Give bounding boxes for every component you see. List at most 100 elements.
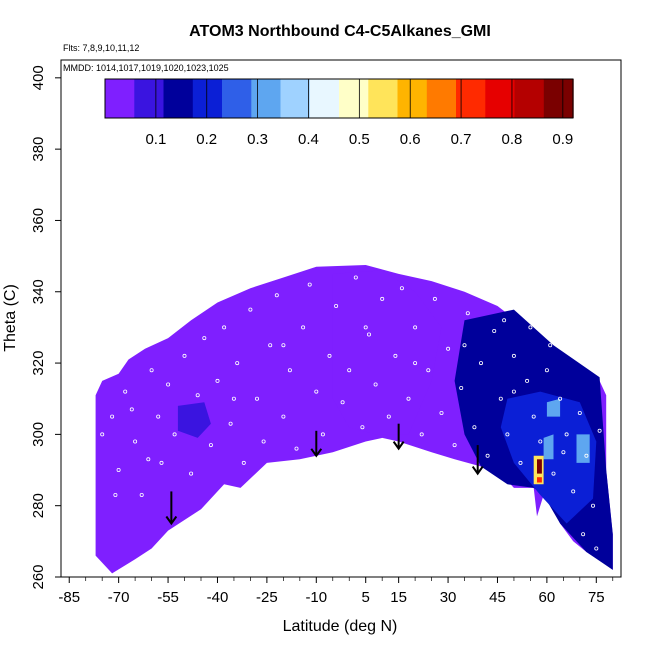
sample-point (347, 368, 352, 373)
sample-point (478, 361, 483, 366)
x-tick-label: 15 (390, 589, 407, 606)
sample-point (594, 546, 599, 551)
colorbar-tick-label: 0.1 (145, 131, 166, 148)
sample-point (584, 453, 589, 458)
sample-point (274, 293, 279, 298)
sample-point (518, 460, 523, 465)
sample-point (363, 325, 368, 330)
sample-point (139, 492, 144, 497)
sample-point (571, 489, 576, 494)
sample-point (399, 286, 404, 291)
colorbar-swatch (368, 79, 399, 118)
colorbar-tick-label: 0.4 (298, 131, 319, 148)
colorbar-swatch (456, 79, 486, 118)
x-tick-label: -85 (58, 589, 80, 606)
heatmap-region-south-patch (177, 402, 211, 438)
sample-point (261, 439, 266, 444)
sample-point (208, 443, 213, 448)
sample-point (462, 343, 467, 348)
colorbar-swatch (134, 79, 165, 118)
x-tick-label: 45 (489, 589, 506, 606)
sample-point (492, 328, 497, 333)
heatmap-field (95, 265, 613, 574)
sample-point (525, 378, 530, 383)
flight-arrows (165, 423, 484, 526)
sample-point (231, 396, 236, 401)
sample-point (531, 414, 536, 419)
colorbar: 0.1 0.2 0.3 0.4 0.5 0.6 0.7 0.8 0.9 (104, 78, 574, 148)
sample-point (511, 389, 516, 394)
y-tick-label: 300 (30, 422, 47, 447)
sample-point (459, 385, 464, 390)
sample-point (133, 439, 138, 444)
colorbar-swatch (514, 79, 545, 118)
y-tick-label: 280 (30, 493, 47, 518)
chart-title: ATOM3 Northbound C4-C5Alkanes_GMI (189, 23, 491, 40)
sample-points (100, 275, 602, 551)
sample-point (235, 361, 240, 366)
y-tick-label: 400 (30, 65, 47, 90)
sample-point (380, 296, 385, 301)
y-tick-label: 260 (30, 564, 47, 589)
flight-arrow (165, 491, 178, 526)
sample-point (419, 432, 424, 437)
colorbar-tick-label: 0.9 (552, 131, 573, 148)
sample-point (465, 311, 470, 316)
flight-arrow (310, 430, 323, 458)
colorbar-swatch (397, 79, 428, 118)
x-axis: -85 -70 -55 -40 -25 -10 5 15 30 45 60 75 (58, 577, 614, 606)
y-axis-label: Theta (C) (2, 284, 19, 352)
sample-point (215, 378, 220, 383)
sample-point (511, 353, 516, 358)
colorbar-swatch (280, 79, 311, 118)
plot-frame (60, 59, 622, 578)
sample-point (146, 457, 151, 462)
sample-point (591, 503, 596, 508)
colorbar-swatch (163, 79, 194, 118)
sample-point (340, 400, 345, 405)
x-tick-label: 30 (440, 589, 457, 606)
sample-point (544, 368, 549, 373)
sample-point (581, 532, 586, 537)
sample-point (281, 414, 286, 419)
colorbar-swatch (339, 79, 369, 118)
x-tick-label: -70 (108, 589, 130, 606)
x-tick-label: -10 (305, 589, 327, 606)
x-tick-label: 75 (588, 589, 605, 606)
x-tick-label: -40 (207, 589, 229, 606)
colorbar-tick-label: 0.8 (502, 131, 523, 148)
y-tick-label: 320 (30, 351, 47, 376)
sample-point (123, 389, 128, 394)
flight-arrow (471, 445, 484, 476)
sample-point (472, 425, 477, 430)
sample-point (156, 414, 161, 419)
sample-point (413, 325, 418, 330)
sample-point (485, 453, 490, 458)
sample-point (393, 353, 398, 358)
sample-point (439, 410, 444, 415)
sample-point (100, 432, 105, 437)
sample-point (320, 432, 325, 437)
colorbar-tick-label: 0.6 (400, 131, 421, 148)
sample-point (202, 336, 207, 341)
sample-point (413, 361, 418, 366)
colorbar-swatch (426, 79, 457, 118)
colorbar-tick-label: 0.3 (247, 131, 268, 148)
sample-point (281, 343, 286, 348)
sample-point (159, 460, 164, 465)
colorbar-frame (104, 78, 574, 119)
dates-label: MMDD: 1014,1017,1019,1020,1023,1025 (63, 63, 229, 73)
colorbar-swatch (485, 79, 516, 118)
sample-point (113, 492, 118, 497)
sample-point (564, 432, 569, 437)
sample-point (166, 382, 171, 387)
y-tick-label: 360 (30, 208, 47, 233)
sample-point (505, 432, 510, 437)
sample-point (432, 296, 437, 301)
sample-point (307, 282, 312, 287)
heatmap-region-center-dark-band (332, 270, 442, 435)
sample-point (116, 467, 121, 472)
colorbar-swatch (251, 79, 282, 118)
sample-point (195, 393, 200, 398)
